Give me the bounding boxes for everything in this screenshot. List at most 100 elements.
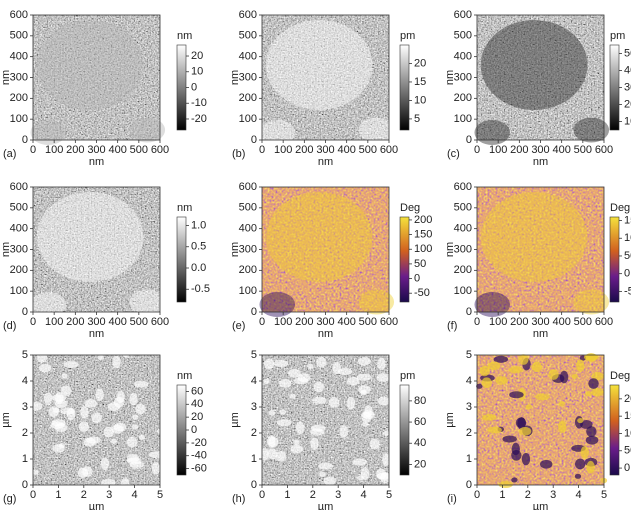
image-feature [364,405,372,417]
colorbar-tick-label: 10 [191,66,203,78]
image-feature [474,292,510,317]
image-feature [487,427,501,434]
y-tick-label: 600 [454,181,472,193]
image-feature [498,481,512,488]
colorbar-tick-label: 0 [191,424,197,436]
x-tick-label: 400 [108,144,126,156]
x-tick-label: 0 [474,316,480,328]
image-feature [95,388,103,400]
image-feature [139,435,145,440]
y-tick-label: 1 [22,453,28,465]
x-tick-label: 200 [295,144,313,156]
image-feature [495,376,507,385]
image-feature [318,463,332,470]
image-feature [585,391,591,396]
colorbar-tick-label: 50 [624,47,631,59]
image-feature [535,393,549,400]
x-tick-label: 1 [55,489,61,501]
image-feature [347,397,355,409]
y-tick-label: 400 [10,51,28,63]
y-tick-label: 600 [10,181,28,193]
y-tick-label: 300 [454,243,472,255]
image-feature [52,444,64,453]
y-tick-label: 600 [10,9,28,21]
colorbar [400,45,409,130]
image-feature [482,414,496,421]
x-tick-label: 0 [30,489,36,501]
y-tick-label: 300 [239,243,257,255]
x-tick-label: 0 [259,489,265,501]
y-axis-label: µm [229,412,241,428]
image-feature [130,461,144,468]
colorbar-tick-label: -20 [191,113,207,125]
x-tick-label: 2 [525,489,531,501]
y-tick-label: 400 [454,51,472,63]
image-feature [267,448,277,459]
image-feature [280,409,286,414]
colorbar-tick-label: 20 [414,57,426,69]
y-tick-label: 5 [22,349,28,361]
x-tick-label: 100 [489,316,507,328]
image-feature [586,461,594,473]
colorbar-label: nm [177,202,192,214]
colorbar-tick-label: 0 [624,268,630,280]
x-tick-label: 500 [359,316,377,328]
image-feature [588,378,598,389]
figure: 01002003004005006000100200300400500600nm… [0,0,631,510]
x-axis-label: nm [318,328,333,340]
colorbar-tick-label: -10 [191,97,207,109]
x-tick-label: 300 [316,316,334,328]
image-feature [132,424,138,429]
x-tick-label: 4 [361,489,367,501]
image-feature [289,394,295,399]
image-feature [591,388,603,397]
y-tick-label: 100 [454,285,472,297]
x-tick-label: 300 [87,316,105,328]
x-axis-label: µm [533,501,549,510]
x-tick-label: 300 [531,144,549,156]
x-tick-label: 5 [386,489,392,501]
x-tick-label: 3 [106,489,112,501]
x-tick-label: 100 [489,144,507,156]
image-feature [481,377,491,388]
x-tick-label: 4 [132,489,138,501]
y-tick-label: 300 [239,71,257,83]
colorbar-tick-label: -0.5 [191,283,210,295]
colorbar-label: pm [400,370,415,382]
image-feature [502,436,516,443]
panel-label: (b) [232,148,245,160]
colorbar-tick-label: 0 [414,272,420,284]
image-feature [274,360,288,367]
colorbar-tick-label: 0 [624,462,630,474]
x-tick-label: 0 [259,144,265,156]
y-tick-label: 200 [10,92,28,104]
y-tick-label: 0 [22,134,28,146]
colorbar-label: nm [177,370,192,382]
image-feature [134,381,148,388]
image-feature [377,358,385,370]
colorbar [400,385,409,475]
x-tick-label: 0 [474,144,480,156]
image-feature [269,410,275,415]
image-feature [135,404,145,415]
colorbar-tick-label: 100 [624,232,631,244]
image-feature [114,423,126,432]
x-tick-label: 0 [474,489,480,501]
image-feature [581,446,589,458]
x-tick-label: 5 [157,489,163,501]
y-axis-label: µm [444,412,456,428]
image-feature [111,438,117,443]
x-axis-label: nm [318,156,333,168]
colorbar-tick-label: 150 [414,228,432,240]
image-feature [511,477,517,482]
colorbar [610,45,619,130]
image-feature [572,374,578,379]
y-tick-label: 100 [239,113,257,125]
x-tick-label: 100 [274,144,292,156]
x-tick-label: 4 [576,489,582,501]
panel: 01002003004005006000100200300400500600nm… [229,9,426,168]
image-feature [324,477,336,486]
y-tick-label: 500 [10,30,28,42]
image-feature [360,390,366,395]
